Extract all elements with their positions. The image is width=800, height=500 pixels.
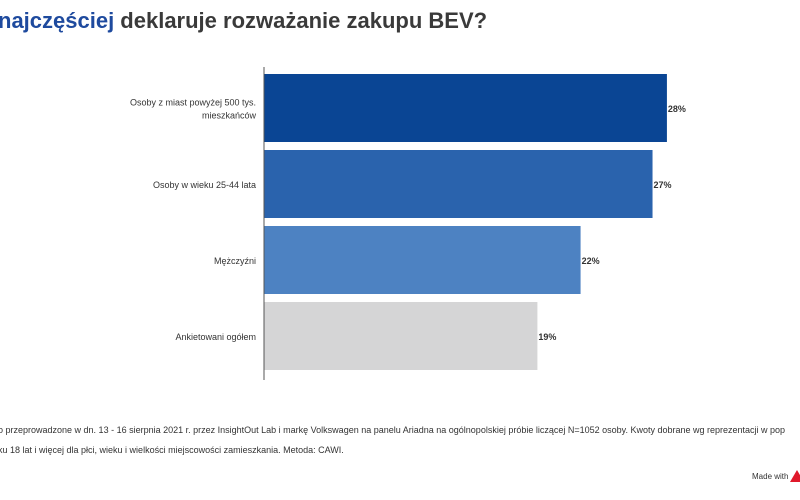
value-label-1: 28% <box>668 104 686 114</box>
chart-title: najczęściej deklaruje rozważanie zakupu … <box>0 8 487 34</box>
chart-title-rest: deklaruje rozważanie zakupu BEV? <box>114 8 488 33</box>
category-label-line: Osoby z miast powyżej 500 tys. <box>130 98 256 108</box>
value-label-4: 19% <box>538 332 556 342</box>
bar-4 <box>264 302 538 370</box>
chart-title-highlight: najczęściej <box>0 8 115 33</box>
bar-3 <box>264 226 581 294</box>
value-label-2: 27% <box>654 180 672 190</box>
footnote: o przeprowadzone w dn. 13 - 16 sierpnia … <box>0 420 800 460</box>
footnote-line-2: ku 18 lat i więcej dla płci, wieku i wie… <box>0 445 344 455</box>
category-label-line: Mężczyźni <box>214 256 256 266</box>
category-label-line: Ankietowani ogółem <box>175 332 256 342</box>
bar-1 <box>264 74 667 142</box>
made-with-label: Made with <box>752 472 789 481</box>
value-label-3: 22% <box>582 256 600 266</box>
category-label-1: Osoby z miast powyżej 500 tys. mieszkańcó… <box>130 98 257 121</box>
category-label-2: Osoby w wieku 25-44 lata <box>153 180 256 190</box>
category-label-line: mieszkańców <box>202 111 257 121</box>
bar-2 <box>264 150 653 218</box>
bar-chart: 28% Osoby z miast powyżej 500 tys. mieszka… <box>130 67 686 380</box>
brand-logo-icon <box>790 470 800 482</box>
category-label-3: Mężczyźni <box>214 256 256 266</box>
category-label-4: Ankietowani ogółem <box>175 332 256 342</box>
category-label-line: Osoby w wieku 25-44 lata <box>153 180 256 190</box>
footnote-line-1: o przeprowadzone w dn. 13 - 16 sierpnia … <box>0 425 786 435</box>
